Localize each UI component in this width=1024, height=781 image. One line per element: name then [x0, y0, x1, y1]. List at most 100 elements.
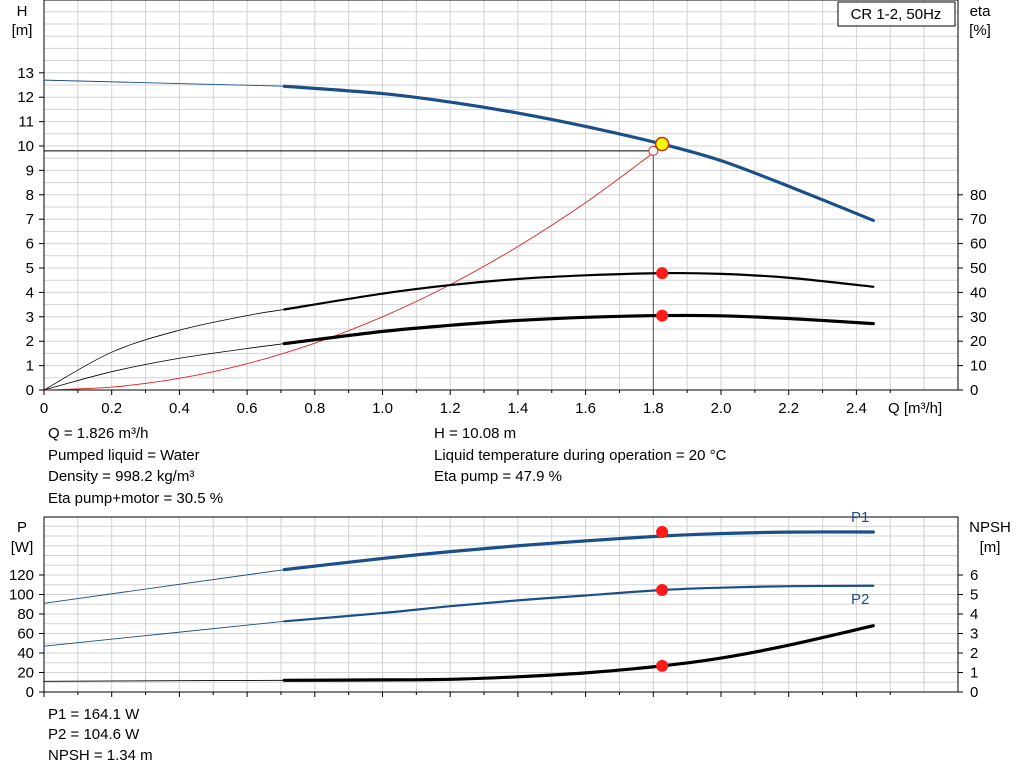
info-p2: P2 = 104.6 W: [48, 726, 140, 743]
y-tick-label: 11: [18, 114, 34, 131]
npsh-curve-extrapolated: [43, 679, 285, 682]
y-tick-label: 80: [17, 606, 34, 623]
eta-pump-motor-curve-extrapolated: [43, 343, 285, 391]
eta-pump-curve-extrapolated: [43, 309, 285, 391]
top-chart-curves: [43, 79, 875, 391]
p1-curve: [282, 530, 875, 572]
head-curve: [282, 84, 875, 223]
p1-curve-extrapolated: [43, 569, 285, 604]
bottom-y-axis-unit: [W]: [11, 539, 34, 556]
y2-tick-label: 50: [970, 260, 987, 277]
y-tick-label: 60: [17, 626, 34, 643]
y2-tick-label: 6: [970, 567, 978, 584]
x-tick-label: 1.0: [372, 400, 393, 417]
y-tick-label: 120: [9, 567, 34, 584]
y-tick-label: 5: [26, 260, 34, 277]
bottom-y2-axis-title: NPSH: [969, 519, 1011, 536]
y2-tick-label: 4: [970, 606, 978, 623]
x-tick-label: 0.8: [304, 400, 325, 417]
eta-pump-motor-duty-marker: [656, 309, 669, 322]
y2-tick-label: 70: [970, 211, 987, 228]
y2-tick-label: 60: [970, 236, 987, 253]
info-p1: P1 = 164.1 W: [48, 706, 140, 723]
npsh-curve: [282, 624, 875, 682]
y-tick-label: 9: [26, 162, 34, 179]
required-point-marker: [648, 145, 659, 156]
x-tick-label: 2.0: [711, 400, 732, 417]
y-tick-label: 3: [26, 309, 34, 326]
y2-tick-label: 3: [970, 626, 978, 643]
chart-title-box: [837, 1, 956, 27]
p1-duty-marker: [656, 526, 669, 539]
y-tick-label: 1: [26, 358, 34, 375]
x-tick-label: 1.4: [507, 400, 528, 417]
info-liquid-temp: Liquid temperature during operation = 20…: [434, 447, 727, 464]
p2-curve: [283, 584, 875, 623]
y-tick-label: 8: [26, 187, 34, 204]
y2-tick-label: 30: [970, 309, 987, 326]
y2-tick-label: 0: [970, 684, 978, 701]
top-chart-ticks: 0 0.2 0.4 0.6 0.8 1.0 1.2 1.4 1.6 1.8 2.0 2.2 2.4012…: [17, 65, 986, 417]
x-tick-label: 0.4: [169, 400, 190, 417]
y-tick-label: 2: [26, 333, 34, 350]
info-density: Density = 998.2 kg/m³: [48, 468, 195, 485]
bottom-plot-frame: [43, 516, 959, 693]
x-tick-label: 1.2: [440, 400, 461, 417]
y-tick-label: 0: [26, 684, 34, 701]
y-tick-label: 100: [9, 587, 34, 604]
bottom-y2-axis-unit: [m]: [980, 539, 1001, 556]
info-eta-pump: Eta pump = 47.9 %: [434, 468, 562, 485]
y-tick-label: 4: [26, 284, 34, 301]
p2-curve-label: P2: [851, 591, 869, 608]
bottom-chart-grid: [44, 517, 958, 692]
y-tick-label: 40: [17, 645, 34, 662]
x-tick-label: 2.2: [778, 400, 799, 417]
x-tick-label: 2.4: [846, 400, 867, 417]
bottom-chart-ticks: 0 20 40 60 80 100 120 0 1 2 3 4 5 6: [9, 567, 978, 701]
x-tick-label: 0.6: [237, 400, 258, 417]
info-head: H = 10.08 m: [434, 425, 517, 442]
y2-tick-label: 10: [970, 358, 987, 375]
y2-tick-label: 40: [970, 284, 987, 301]
eta-pump-curve: [283, 271, 875, 311]
y-tick-label: 12: [17, 89, 34, 106]
bottom-y-axis-title: P: [17, 519, 27, 536]
top-y2-axis-title: eta: [970, 3, 992, 20]
duty-point-marker: [654, 136, 670, 152]
info-flow: Q = 1.826 m³/h: [48, 425, 149, 442]
x-tick-label: 0.2: [101, 400, 122, 417]
y2-tick-label: 80: [970, 187, 987, 204]
x-tick-label: 0: [40, 400, 48, 417]
y2-tick-label: 2: [970, 645, 978, 662]
top-x-axis-title: Q [m³/h]: [888, 400, 942, 417]
y2-tick-label: 20: [970, 333, 987, 350]
top-y-axis-unit: [m]: [12, 22, 33, 39]
info-pumped-liquid: Pumped liquid = Water: [48, 447, 200, 464]
y2-tick-label: 1: [970, 665, 978, 682]
p2-curve-extrapolated: [43, 620, 285, 647]
eta-pump-motor-curve: [282, 313, 875, 346]
eta-pump-duty-marker: [656, 267, 669, 280]
y-tick-label: 0: [26, 382, 34, 399]
top-y2-axis-unit: [%]: [969, 22, 991, 39]
top-chart-grid: [44, 0, 958, 390]
chart-title: CR 1-2, 50Hz: [851, 6, 942, 23]
y2-tick-label: 5: [970, 587, 978, 604]
npsh-duty-marker: [656, 659, 669, 672]
x-tick-label: 1.8: [643, 400, 664, 417]
head-curve-extrapolated: [43, 79, 285, 87]
y-tick-label: 7: [26, 211, 34, 228]
p2-duty-marker: [656, 584, 669, 597]
y-tick-label: 13: [17, 65, 34, 82]
x-tick-label: 1.6: [575, 400, 596, 417]
system-curve: [43, 152, 654, 391]
y-tick-label: 6: [26, 236, 34, 253]
top-y-axis-title: H: [17, 3, 28, 20]
bottom-chart-curves: [43, 526, 875, 682]
p1-curve-label: P1: [851, 509, 869, 526]
info-eta-pump-motor: Eta pump+motor = 30.5 %: [48, 490, 224, 507]
y2-tick-label: 0: [970, 382, 978, 399]
y-tick-label: 10: [17, 138, 34, 155]
info-npsh: NPSH = 1.34 m: [48, 747, 153, 764]
